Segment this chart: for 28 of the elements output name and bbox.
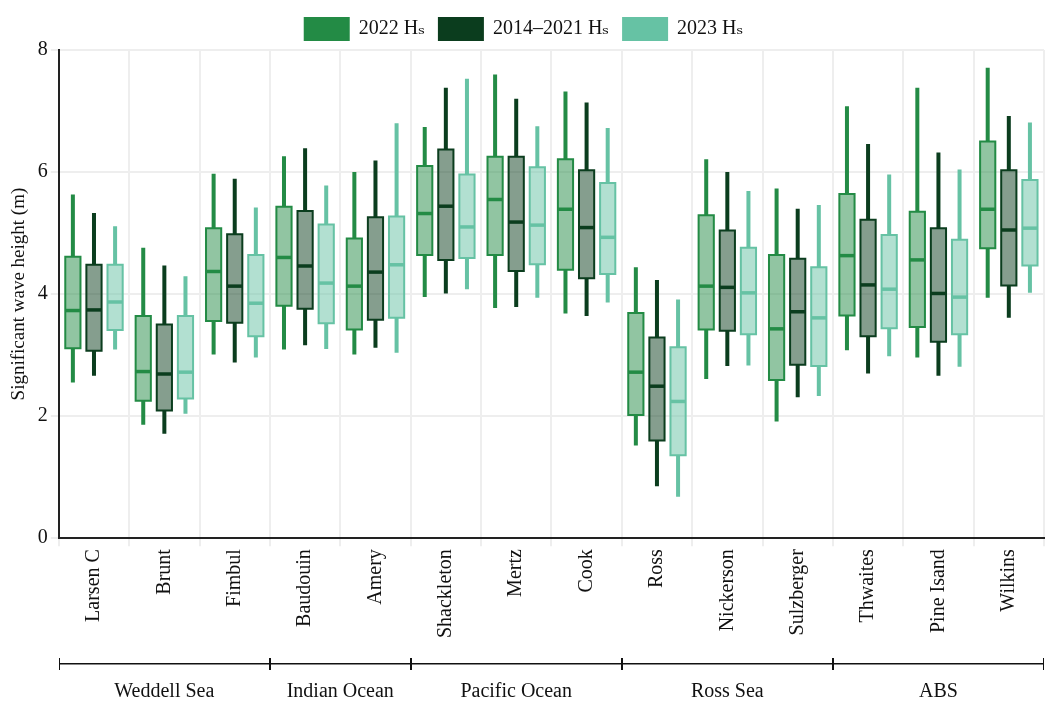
x-tick-label: Shackleton (433, 549, 456, 639)
x-tick-label: Larsen C (81, 549, 104, 622)
x-tick-label: Cook (573, 549, 596, 593)
y-tick-label: 0 (37, 525, 48, 548)
text: Pacific Ocean (460, 679, 573, 702)
x-tick-label: Thwaites (855, 548, 878, 623)
y-tick-label: 8 (37, 37, 48, 60)
x-tick-label: Sulzberger (784, 548, 808, 636)
x-tick-label: Mertz (503, 549, 526, 597)
y-tick-label: 2 (37, 403, 48, 426)
x-tick-label: Brunt (151, 548, 174, 595)
x-tick-label: Pine Isand (925, 549, 948, 634)
text: Ross Sea (690, 679, 764, 702)
legend-label: 2014–2021 Hₛ (492, 16, 610, 39)
x-tick-label: Ross (644, 548, 667, 589)
x-tick-label: Nickerson (714, 549, 737, 632)
x-tick-label: Baudouin (292, 549, 315, 627)
y-tick-label: 4 (37, 281, 48, 304)
x-tick-label: Wilkins (996, 548, 1019, 612)
legend-label: 2022 Hₛ (358, 16, 425, 39)
legend-label: 2023 Hₛ (677, 16, 744, 39)
y-axis-title: Significant wave height (m) (7, 187, 30, 401)
x-tick-label: Amery (362, 549, 386, 605)
x-tick-label: Fimbul (221, 548, 244, 607)
text: ABS (918, 679, 958, 702)
text: Indian Ocean (286, 679, 394, 702)
y-tick-label: 6 (37, 159, 48, 182)
text: Weddell Sea (114, 679, 215, 702)
